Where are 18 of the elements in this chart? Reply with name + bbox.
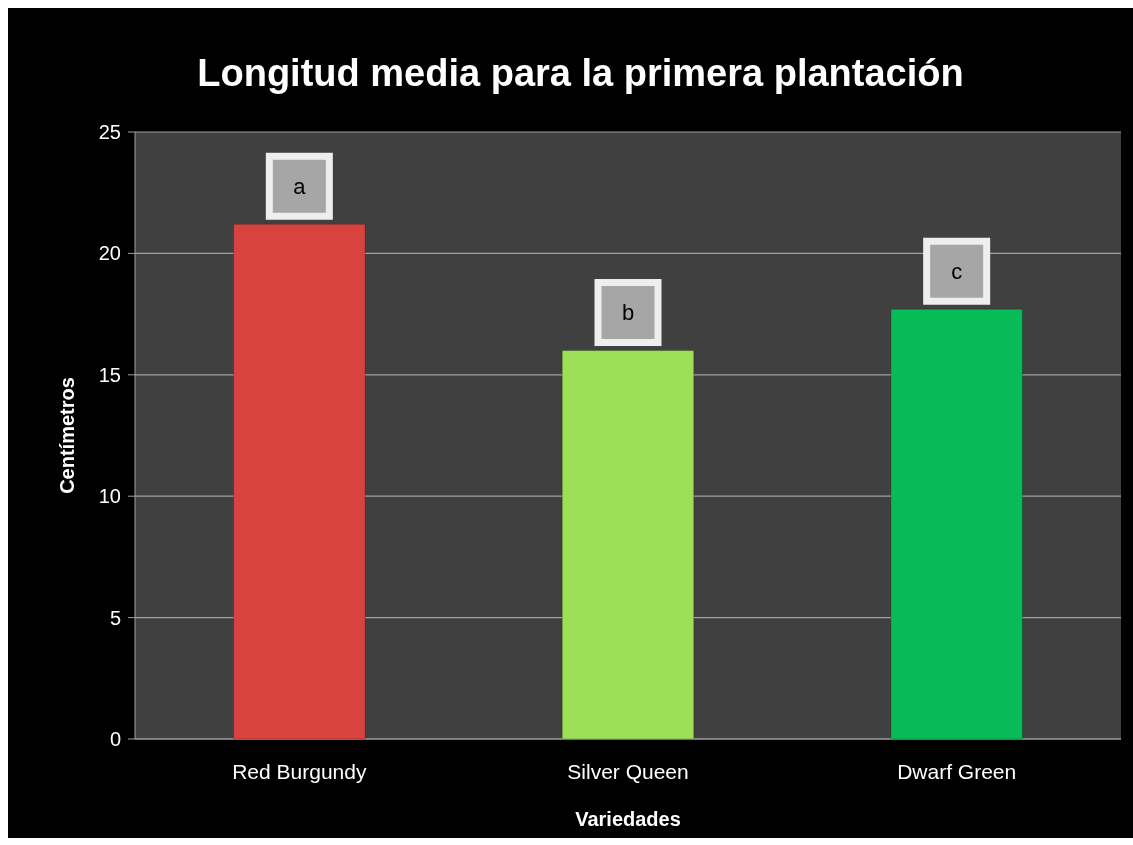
x-tick-label: Silver Queen <box>567 760 689 783</box>
y-tick-label: 20 <box>98 242 121 265</box>
y-tick-label: 0 <box>109 728 121 750</box>
x-tick-label: Dwarf Green <box>897 760 1017 783</box>
bar <box>561 350 695 740</box>
bar <box>890 308 1023 740</box>
annotation: c <box>951 258 963 284</box>
annotation: b <box>621 300 635 326</box>
chart-title: Longitud media para la primera plantación <box>197 52 964 94</box>
bar <box>233 223 366 740</box>
annotation: a <box>293 173 307 199</box>
y-axis-title: Centímetros <box>56 377 78 494</box>
y-tick-label: 5 <box>109 606 121 629</box>
y-tick-label: 10 <box>98 485 121 508</box>
y-tick-label: 15 <box>98 363 121 386</box>
x-axis-title: Variedades <box>575 808 681 830</box>
y-tick-label: 25 <box>98 121 121 143</box>
x-tick-label: Red Burgundy <box>232 760 367 783</box>
